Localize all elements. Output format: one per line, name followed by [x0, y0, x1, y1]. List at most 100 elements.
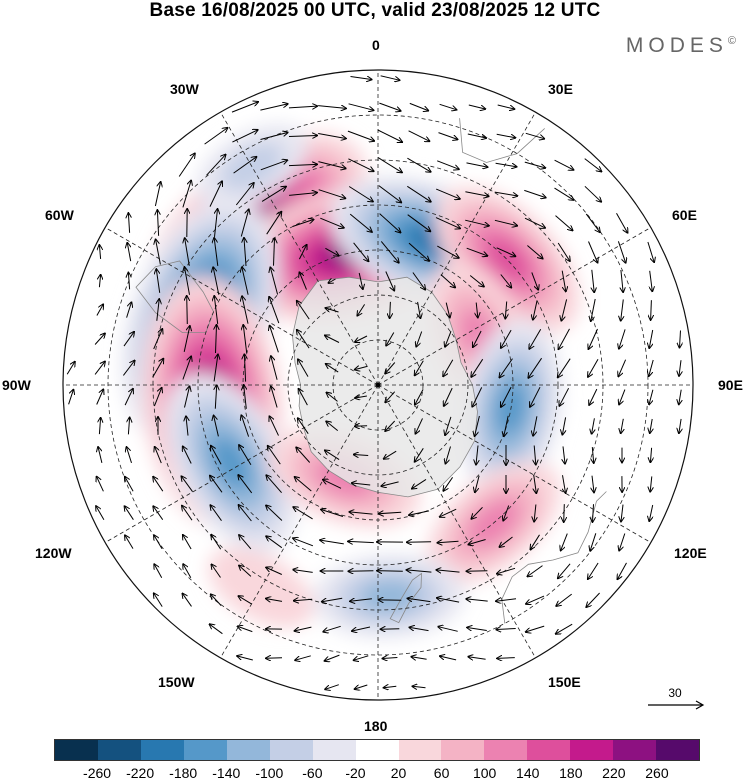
wind-vector	[384, 686, 397, 687]
wind-vector	[524, 217, 545, 228]
wind-vector	[558, 563, 571, 578]
colorbar-swatch	[484, 740, 528, 760]
wind-vector	[471, 358, 484, 377]
wind-vector	[213, 355, 218, 382]
wind-vector	[261, 187, 286, 202]
wind-vector	[528, 565, 543, 577]
meridian-line	[220, 111, 379, 386]
wind-vector	[99, 418, 100, 435]
wind-vector	[590, 533, 597, 550]
wind-vector	[592, 269, 594, 292]
wind-vector	[557, 242, 570, 261]
wind-vector	[155, 447, 162, 464]
wind-vector	[475, 475, 480, 492]
wind-vector	[530, 386, 541, 407]
wind-vector	[154, 535, 163, 549]
meridian-line	[377, 384, 536, 658]
wind-vector	[384, 450, 397, 459]
lon-label-90w: 90W	[2, 377, 31, 393]
wind-vector	[467, 133, 486, 138]
wind-vector	[589, 328, 598, 349]
wind-vector	[355, 426, 368, 427]
wind-vector	[561, 533, 568, 551]
colorbar-swatch	[312, 740, 356, 760]
australia-outline	[501, 491, 607, 624]
wind-vector	[411, 657, 427, 660]
wind-vector	[239, 505, 252, 522]
wind-vector	[476, 445, 478, 465]
wind-vector	[585, 213, 600, 232]
wind-vector	[554, 187, 574, 200]
wind-vector	[446, 302, 450, 318]
wind-vector	[413, 686, 426, 687]
wind-vector	[592, 475, 594, 493]
wind-vector	[322, 597, 343, 601]
wind-vector	[320, 217, 343, 228]
wind-vector	[619, 389, 626, 405]
wind-vector	[418, 301, 421, 318]
wind-vector	[209, 181, 222, 207]
wind-vector	[213, 267, 220, 295]
wind-vector	[588, 358, 599, 377]
wind-vector	[651, 300, 652, 320]
wind-vector	[497, 567, 516, 573]
lon-label-30w: 30W	[170, 81, 199, 97]
wind-vector	[325, 336, 340, 343]
wind-vector	[377, 571, 403, 572]
wind-vector	[96, 506, 105, 521]
wind-vector	[182, 506, 193, 521]
wind-vector	[354, 455, 369, 456]
wind-vector	[586, 592, 600, 607]
wind-vector	[649, 504, 652, 521]
wind-vector	[274, 238, 275, 266]
wind-vector	[242, 267, 249, 295]
wind-vector	[239, 535, 252, 550]
wind-vector	[412, 478, 427, 488]
wind-vector	[501, 386, 512, 407]
wind-vector	[271, 356, 278, 380]
wind-vector	[96, 305, 103, 316]
wind-vector	[408, 242, 429, 261]
wind-vector	[216, 325, 217, 354]
wind-vector	[298, 359, 309, 377]
wind-vector	[390, 301, 391, 318]
wind-vector	[588, 241, 598, 263]
colorbar-swatch	[441, 740, 485, 760]
lon-label-150e: 150E	[548, 674, 581, 690]
wind-vector	[621, 269, 623, 292]
wind-vector	[214, 238, 219, 266]
wind-vector	[380, 241, 398, 262]
wind-vector	[66, 362, 75, 375]
colorbar-tick-label: 60	[433, 765, 450, 781]
wind-vector	[233, 157, 257, 174]
wind-vector	[355, 396, 367, 398]
colorbar-swatch	[355, 740, 399, 760]
wind-vector	[528, 357, 543, 378]
wind-vector	[472, 387, 483, 406]
wind-vector	[355, 366, 368, 369]
wind-vector	[650, 447, 651, 462]
wind-vector	[244, 238, 246, 267]
lon-label-30e: 30E	[548, 81, 573, 97]
wind-vector	[348, 158, 373, 171]
wind-vector	[378, 185, 401, 203]
meridian-line	[104, 384, 379, 543]
wind-vector	[153, 329, 163, 350]
wind-vector	[621, 299, 624, 320]
wind-vector	[214, 296, 219, 324]
wind-vector	[124, 389, 133, 406]
wind-vector	[266, 536, 283, 549]
wind-vector	[297, 330, 310, 349]
wind-vector	[559, 328, 570, 349]
wind-vector	[621, 418, 624, 433]
wind-vector	[182, 476, 193, 492]
colorbar	[54, 739, 700, 761]
wind-vector	[408, 598, 431, 603]
wind-vector	[349, 571, 374, 572]
wind-vector	[318, 161, 345, 169]
wind-vector	[444, 387, 453, 406]
wind-vector	[178, 154, 195, 177]
wind-vector	[183, 564, 192, 579]
wind-vector	[531, 534, 540, 549]
wind-vector	[379, 213, 401, 233]
